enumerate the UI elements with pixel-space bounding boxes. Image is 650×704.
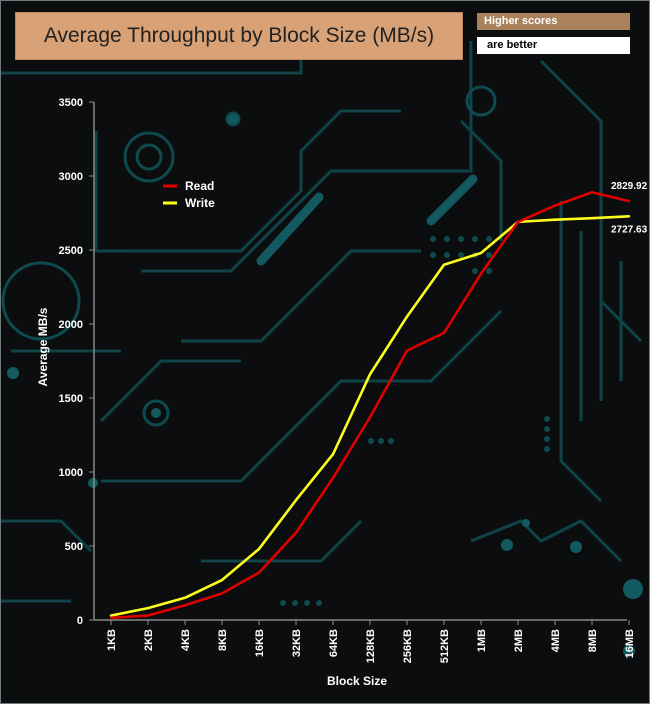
end-labels: 2829.92 2727.63 [611,181,648,235]
data-point-read [516,220,520,224]
y-tick-label: 2000 [59,319,83,331]
data-point-write [220,578,224,582]
legend: Read Write [163,179,215,210]
x-axis-title: Block Size [327,674,387,688]
data-point-write [257,547,261,551]
data-point-read [183,604,187,607]
x-tick-label: 32KB [291,629,303,657]
x-tick-label: 2KB [143,629,155,651]
series-layer [109,190,631,620]
y-tick-label: 3500 [59,97,83,109]
legend-label-read: Read [185,179,214,193]
data-point-write [368,373,372,376]
x-tick-label: 2MB [513,629,525,652]
data-point-write [442,263,446,266]
x-tick-label: 8KB [217,629,229,651]
y-tick-label: 0 [77,615,83,627]
y-tick-label: 3000 [59,171,83,183]
x-tick-label: 16MB [624,629,636,658]
end-label-write: 2727.63 [611,224,648,235]
data-point-write [553,218,557,221]
data-point-write [627,215,631,218]
data-point-write [146,606,150,610]
data-point-read [442,331,446,335]
data-point-read [257,571,261,574]
y-tick-label: 1000 [59,467,83,479]
x-tick-label: 8MB [587,629,599,652]
chart-axes [93,102,627,621]
chart-title-box: Average Throughput by Block Size (MB/s) [15,12,463,60]
data-point-write [405,315,409,318]
y-tick-label: 1500 [59,393,83,405]
x-tick-label: 4KB [180,629,192,651]
x-axis-ticks: 1KB 2KB 4KB 8KB 16KB 32KB 64KB 128KB 256KB 512KB 1… [106,620,636,663]
x-tick-label: 256KB [402,629,414,663]
data-point-write [590,216,594,220]
y-axis-title: Average MB/s [36,307,50,386]
data-point-write [183,596,187,599]
x-tick-label: 4MB [550,629,562,652]
x-tick-label: 1MB [476,629,488,652]
data-point-read [479,272,483,275]
data-point-read [220,592,224,595]
badge-higher-scores: Higher scores [477,13,630,30]
data-point-read [331,476,335,480]
data-point-write [294,498,298,502]
end-label-read: 2829.92 [611,181,648,192]
data-point-read [553,204,557,207]
x-tick-label: 1KB [106,629,118,651]
data-point-read [627,199,631,203]
x-tick-label: 16KB [254,629,266,657]
series-line-read [110,190,630,620]
data-point-write [109,614,113,617]
y-tick-label: 500 [65,541,83,553]
badge-are-better: are better [477,37,630,54]
data-point-write [479,251,483,255]
data-point-read [109,616,113,619]
data-point-read [294,531,298,534]
x-tick-label: 128KB [365,629,377,663]
data-point-read [146,614,150,617]
x-tick-label: 512KB [439,629,451,663]
data-point-write [331,453,335,456]
legend-label-write: Write [185,196,215,210]
data-point-read [405,349,409,352]
chart-title: Average Throughput by Block Size (MB/s) [43,24,435,47]
x-tick-label: 64KB [328,629,340,657]
y-tick-label: 2500 [59,245,83,257]
data-point-read [590,191,594,194]
y-axis-ticks: 0 500 1000 1500 2000 2500 3000 3500 [59,97,94,627]
data-point-read [368,416,372,419]
